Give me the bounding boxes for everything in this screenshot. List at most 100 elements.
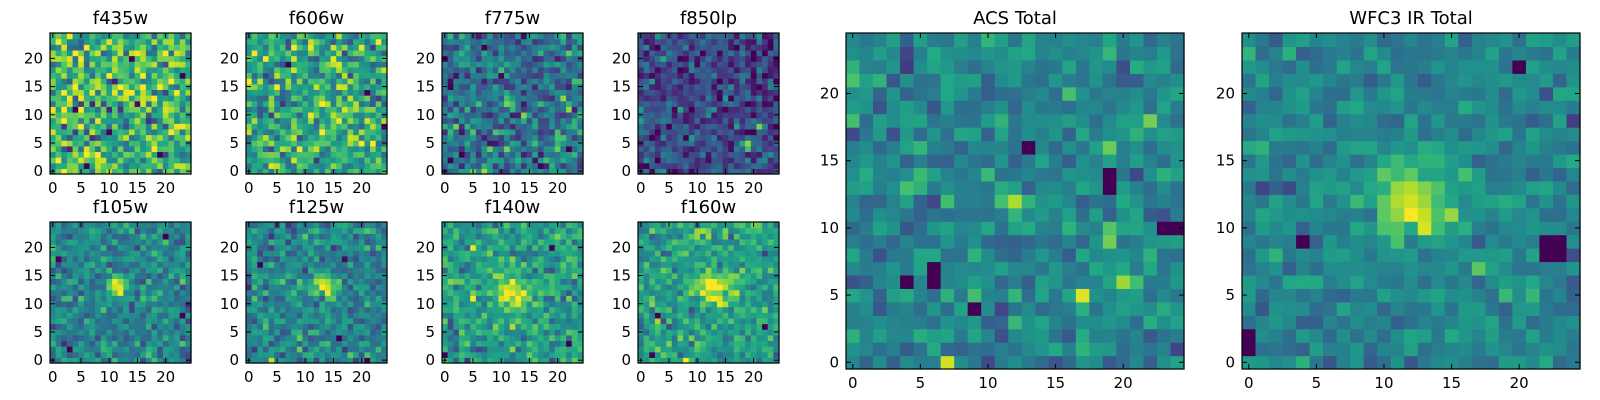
heatmap-cell (677, 278, 684, 285)
heatmap-cell (492, 238, 499, 246)
heatmap-cell (246, 49, 253, 57)
heatmap-cell (128, 168, 136, 175)
heatmap-cell (571, 227, 578, 234)
heatmap-cell (666, 300, 673, 308)
heatmap-cell (683, 140, 690, 147)
heatmap-cell (296, 346, 303, 353)
heatmap-cell (347, 289, 354, 296)
heatmap-cell (162, 267, 170, 274)
heatmap-cell (78, 244, 85, 251)
heatmap-cell (347, 151, 354, 158)
heatmap-cell (285, 340, 292, 347)
heatmap-cell (537, 323, 545, 330)
heatmap-cell (123, 357, 130, 364)
heatmap-cell (739, 117, 746, 124)
heatmap-cell (666, 66, 673, 74)
heatmap-cell (520, 289, 528, 296)
heatmap-cell (358, 312, 366, 319)
heatmap-cell (370, 329, 377, 336)
heatmap-cell (638, 340, 645, 347)
heatmap-cell (509, 38, 516, 45)
heatmap-cell (134, 72, 141, 79)
y-tick-label: 15 (24, 267, 43, 285)
heatmap-cell (257, 44, 264, 51)
heatmap-cell (649, 83, 656, 90)
heatmap-cell (251, 100, 258, 107)
heatmap-cell (185, 278, 192, 285)
heatmap-cell (296, 261, 303, 268)
heatmap-cell (324, 351, 332, 358)
heatmap-cell (353, 306, 360, 313)
heatmap-cell (716, 128, 724, 136)
heatmap-cell (660, 157, 667, 164)
heatmap-cell (649, 323, 656, 330)
heatmap-cell (649, 351, 656, 358)
heatmap-cell (330, 300, 337, 308)
heatmap-cell (515, 317, 522, 325)
heatmap-cell (313, 351, 320, 358)
heatmap-cell (442, 117, 449, 124)
heatmap-cell (123, 295, 130, 302)
heatmap-cell (487, 134, 494, 141)
heatmap-cell (671, 33, 679, 40)
heatmap-cell (274, 267, 281, 274)
heatmap-cell (543, 233, 550, 240)
heatmap-cell (358, 106, 366, 113)
heatmap-cell (157, 44, 164, 51)
heatmap-cell (762, 78, 769, 85)
heatmap-cell (246, 78, 253, 85)
heatmap-cell (700, 78, 707, 85)
heatmap-cell (336, 134, 343, 141)
heatmap-cell (72, 222, 79, 229)
heatmap-cell (688, 78, 695, 85)
heatmap-cell (100, 250, 107, 257)
heatmap-cell (308, 72, 315, 79)
heatmap-cell (112, 300, 119, 308)
heatmap-cell (347, 267, 354, 274)
heatmap-cell (543, 272, 550, 279)
heatmap-cell (745, 44, 752, 51)
heatmap-cell (364, 123, 371, 130)
heatmap-cell (571, 83, 578, 90)
heatmap-cell (106, 106, 113, 113)
heatmap-cell (566, 134, 573, 141)
heatmap-cell (78, 145, 85, 153)
heatmap-cell (319, 261, 326, 268)
heatmap-cell (688, 289, 695, 296)
heatmap-cell (554, 261, 562, 268)
heatmap-cell (498, 95, 505, 102)
heatmap-cell (475, 140, 483, 147)
x-tick-label: 20 (352, 368, 371, 386)
heatmap-cell (106, 78, 113, 85)
heatmap-cell (526, 128, 533, 136)
heatmap-cell (487, 289, 494, 296)
heatmap-cell (381, 89, 388, 96)
heatmap-cell (762, 168, 769, 175)
heatmap-cell (447, 329, 454, 336)
heatmap-cell (151, 312, 158, 319)
heatmap-cell (375, 55, 382, 62)
heatmap-cell (560, 289, 567, 296)
heatmap-cell (487, 72, 494, 79)
heatmap-cell (168, 78, 175, 85)
heatmap-cell (330, 261, 337, 268)
heatmap-cell (262, 168, 270, 175)
heatmap-cell (100, 340, 107, 347)
heatmap-cell (498, 151, 505, 158)
heatmap-cell (688, 151, 695, 158)
heatmap-cell (577, 222, 584, 229)
heatmap-cell (157, 106, 164, 113)
heatmap-cell (83, 244, 91, 251)
heatmap-cell (100, 284, 107, 291)
heatmap-cell (179, 145, 186, 153)
heatmap-cell (543, 334, 550, 342)
heatmap-cell (162, 329, 170, 336)
heatmap-cell (453, 111, 460, 119)
heatmap-cell (324, 329, 332, 336)
heatmap-cell (492, 329, 499, 336)
heatmap-cell (319, 72, 326, 79)
heatmap-cell (66, 44, 74, 51)
heatmap-cell (268, 357, 275, 364)
heatmap-cell (649, 128, 656, 136)
heatmap-cell (291, 244, 298, 251)
